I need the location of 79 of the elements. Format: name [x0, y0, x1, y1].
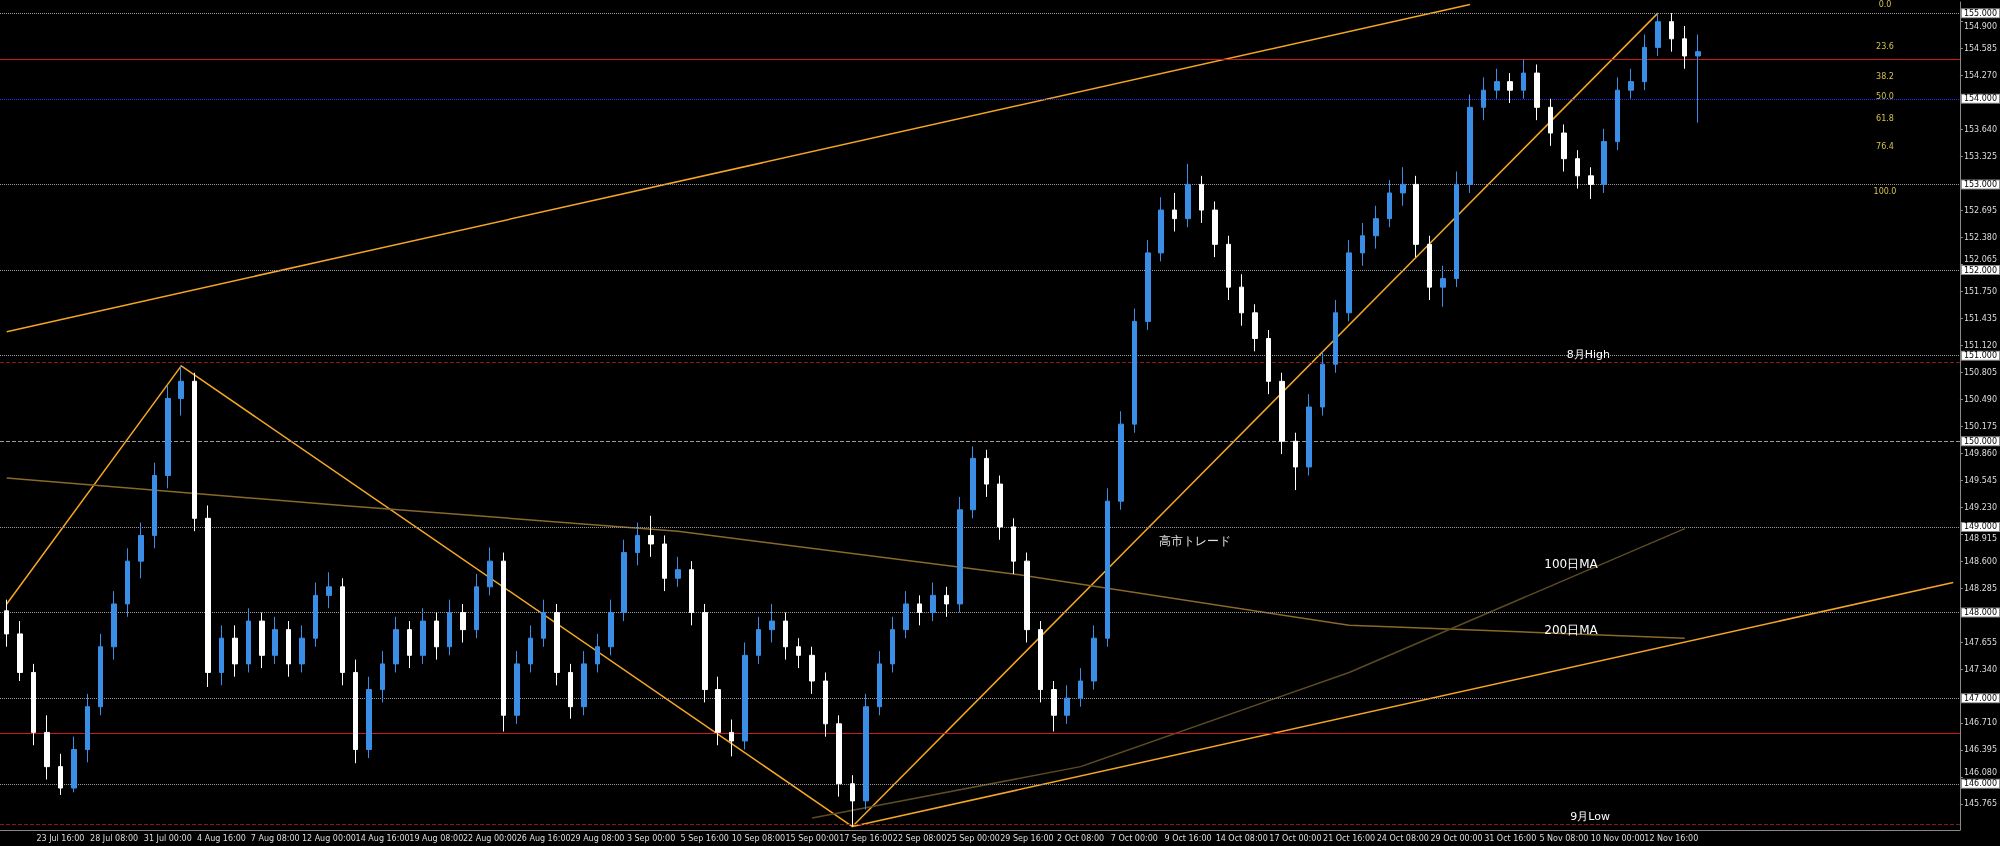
x-tick-label: 29 Sep 16:00: [1000, 833, 1054, 843]
ref-line-label: 151.000: [1963, 351, 1998, 361]
y-tick-label: 150.805: [1963, 367, 1998, 377]
y-tick-label: 151.750: [1963, 286, 1998, 296]
y-tick-label: 149.545: [1963, 475, 1998, 485]
x-tick-label: 7 Aug 08:00: [250, 833, 300, 843]
y-tick-label: 152.065: [1963, 255, 1998, 265]
y-tick-label: 146.395: [1963, 745, 1998, 755]
y-tick-label: 149.860: [1963, 448, 1998, 458]
x-tick-label: 15 Sep 00:00: [785, 833, 839, 843]
y-tick-label: 151.435: [1963, 313, 1998, 323]
annotation: 23.6: [1876, 41, 1894, 51]
x-tick-label: 5 Nov 08:00: [1539, 833, 1589, 843]
x-tick-label: 29 Oct 00:00: [1430, 833, 1483, 843]
ref-line-label: 150.000: [1963, 436, 1998, 446]
y-tick-label: 148.915: [1963, 534, 1998, 544]
x-tick-label: 17 Oct 00:00: [1269, 833, 1322, 843]
x-tick-label: 2 Oct 08:00: [1057, 833, 1105, 843]
x-tick-label: 5 Sep 16:00: [680, 833, 729, 843]
x-tick-label: 12 Nov 16:00: [1644, 833, 1699, 843]
ref-line-label: 153.000: [1963, 179, 1998, 189]
y-tick-label: 150.175: [1963, 421, 1998, 431]
annotation: 200日MA: [1544, 623, 1599, 637]
y-tick-label: 150.490: [1963, 394, 1998, 404]
annotation: 38.2: [1876, 71, 1894, 81]
x-tick-label: 7 Oct 00:00: [1110, 833, 1158, 843]
x-tick-label: 21 Oct 16:00: [1323, 833, 1376, 843]
y-tick-label: 151.120: [1963, 340, 1998, 350]
y-tick-label: 154.270: [1963, 71, 1998, 81]
y-tick-label: 147.340: [1963, 664, 1998, 674]
x-tick-label: 22 Sep 08:00: [892, 833, 947, 843]
x-tick-label: 25 Sep 00:00: [946, 833, 1000, 843]
y-tick-label: 153.640: [1963, 125, 1998, 135]
y-tick-label: 148.285: [1963, 583, 1998, 593]
x-tick-label: 28 Jul 08:00: [90, 833, 139, 843]
y-tick-label: 152.695: [1963, 206, 1998, 215]
annotation: 高市トレード: [1159, 534, 1231, 548]
x-tick-label: 24 Oct 08:00: [1376, 833, 1429, 843]
x-tick-label: 19 Aug 08:00: [409, 833, 464, 843]
y-tick-label: 146.710: [1963, 718, 1998, 728]
ref-line-label: 148.000: [1963, 608, 1998, 618]
ref-line-label: 149.000: [1963, 522, 1998, 532]
ref-line-label: 152.000: [1963, 265, 1998, 275]
y-tick-label: 153.325: [1963, 152, 1998, 162]
x-tick-label: 12 Aug 00:00: [301, 833, 356, 843]
ref-line-label: 147.000: [1963, 693, 1998, 703]
x-tick-label: 10 Sep 08:00: [731, 833, 786, 843]
y-tick-label: 147.655: [1963, 637, 1998, 647]
annotation: 0.0: [1878, 0, 1892, 9]
y-tick-label: 149.230: [1963, 502, 1998, 512]
x-tick-label: 23 Jul 16:00: [36, 833, 85, 843]
annotation: 76.4: [1876, 141, 1894, 151]
x-tick-label: 31 Jul 00:00: [143, 833, 192, 843]
x-tick-label: 10 Nov 00:00: [1590, 833, 1645, 843]
x-tick-label: 17 Sep 16:00: [839, 833, 893, 843]
x-tick-label: 14 Aug 16:00: [355, 833, 410, 843]
x-tick-label: 22 Aug 00:00: [463, 833, 517, 843]
y-tick-label: 148.600: [1963, 556, 1998, 566]
annotation: 61.8: [1876, 113, 1894, 123]
x-tick-label: 26 Aug 16:00: [516, 833, 571, 843]
x-tick-label: 4 Aug 16:00: [197, 833, 246, 843]
ref-line-label: 9月Low: [1570, 810, 1610, 824]
annotation: 100.0: [1873, 186, 1897, 196]
ref-line-label: 155.000: [1963, 8, 1998, 18]
ref-line-label: 8月High: [1566, 348, 1610, 362]
x-tick-label: 31 Oct 16:00: [1484, 833, 1537, 843]
annotation: 50.0: [1876, 91, 1894, 101]
y-tick-label: 145.765: [1963, 799, 1998, 809]
x-tick-label: 9 Oct 16:00: [1164, 833, 1212, 843]
y-tick-label: 146.080: [1963, 767, 1998, 777]
y-tick-label: 154.900: [1963, 21, 1998, 31]
ref-line-label: 154.000: [1963, 94, 1998, 104]
x-tick-label: 14 Oct 08:00: [1215, 833, 1268, 843]
y-tick-label: 154.585: [1963, 44, 1998, 54]
x-tick-label: 29 Aug 08:00: [570, 833, 625, 843]
y-tick-label: 152.380: [1963, 232, 1998, 242]
ref-line-label: 146.000: [1963, 779, 1998, 789]
annotation: 100日MA: [1544, 557, 1599, 571]
x-tick-label: 3 Sep 00:00: [626, 833, 676, 843]
